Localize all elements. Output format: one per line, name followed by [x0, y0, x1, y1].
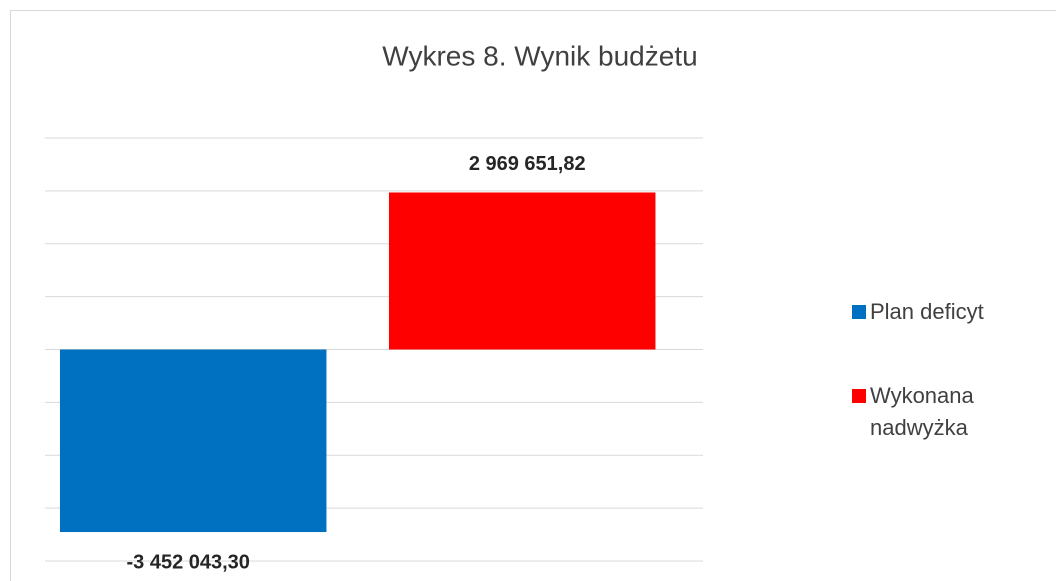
- data-label: 2 969 651,82: [469, 153, 586, 175]
- legend-item: Plan deficyt: [852, 296, 1032, 328]
- legend-label: Wykonana nadwyżka: [870, 383, 974, 440]
- chart-border: [10, 10, 1056, 581]
- data-label: -3 452 043,30: [126, 551, 249, 573]
- chart-title: Wykres 8. Wynik budżetu: [382, 40, 697, 71]
- legend-label: Plan deficyt: [870, 299, 984, 324]
- legend-item: Wykonana nadwyżka: [852, 380, 1012, 444]
- legend-swatch: [852, 389, 866, 403]
- bar: [59, 349, 327, 533]
- legend-swatch: [852, 305, 866, 319]
- bar: [388, 192, 656, 350]
